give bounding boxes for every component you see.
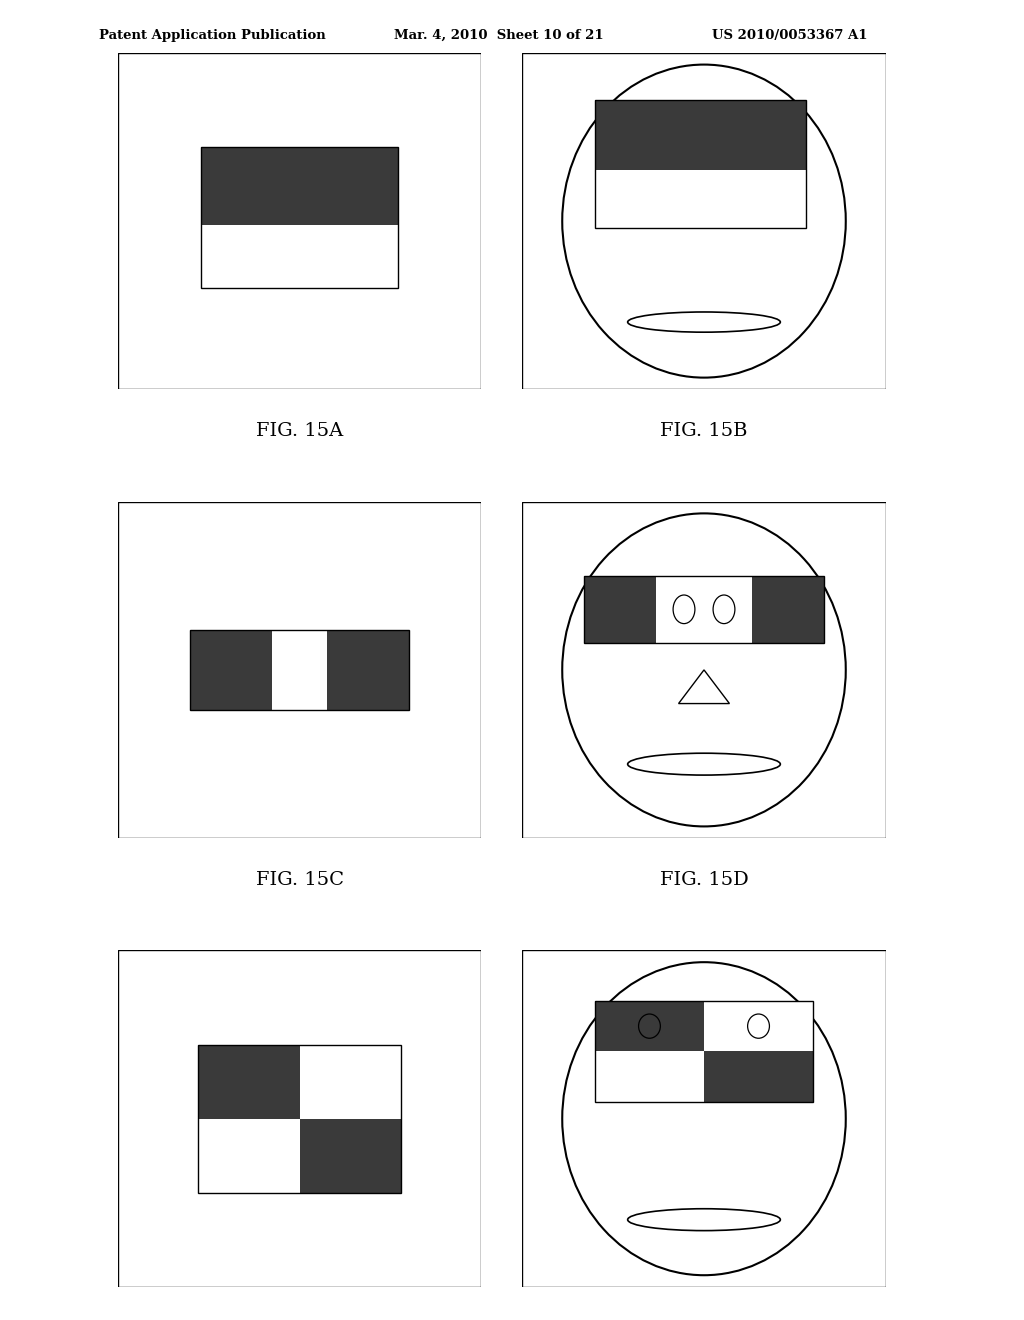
Bar <box>299 1119 401 1193</box>
Bar <box>202 147 397 289</box>
Bar <box>327 630 409 710</box>
Bar <box>198 1119 299 1193</box>
Text: FIG. 15D: FIG. 15D <box>659 871 749 890</box>
Bar <box>656 576 752 643</box>
Bar <box>198 1044 299 1119</box>
Text: FIG. 15C: FIG. 15C <box>256 871 343 890</box>
Bar <box>595 1051 705 1102</box>
Bar <box>299 1044 401 1119</box>
Text: Mar. 4, 2010  Sheet 10 of 21: Mar. 4, 2010 Sheet 10 of 21 <box>394 29 604 42</box>
Bar <box>752 576 824 643</box>
Text: Patent Application Publication: Patent Application Publication <box>99 29 326 42</box>
Text: FIG. 15A: FIG. 15A <box>256 422 343 441</box>
Bar <box>595 100 806 170</box>
Bar <box>595 1001 813 1102</box>
Bar <box>595 100 806 228</box>
Bar <box>584 576 824 643</box>
Text: US 2010/0053367 A1: US 2010/0053367 A1 <box>712 29 867 42</box>
Bar <box>202 147 397 224</box>
Bar <box>705 1001 813 1051</box>
Bar <box>272 630 327 710</box>
Bar <box>202 147 397 289</box>
Bar <box>190 630 272 710</box>
Bar <box>584 576 656 643</box>
Bar <box>595 1001 705 1051</box>
Bar <box>190 630 409 710</box>
Text: FIG. 15B: FIG. 15B <box>660 422 748 441</box>
Bar <box>705 1051 813 1102</box>
Bar <box>595 100 806 228</box>
Bar <box>198 1044 401 1193</box>
